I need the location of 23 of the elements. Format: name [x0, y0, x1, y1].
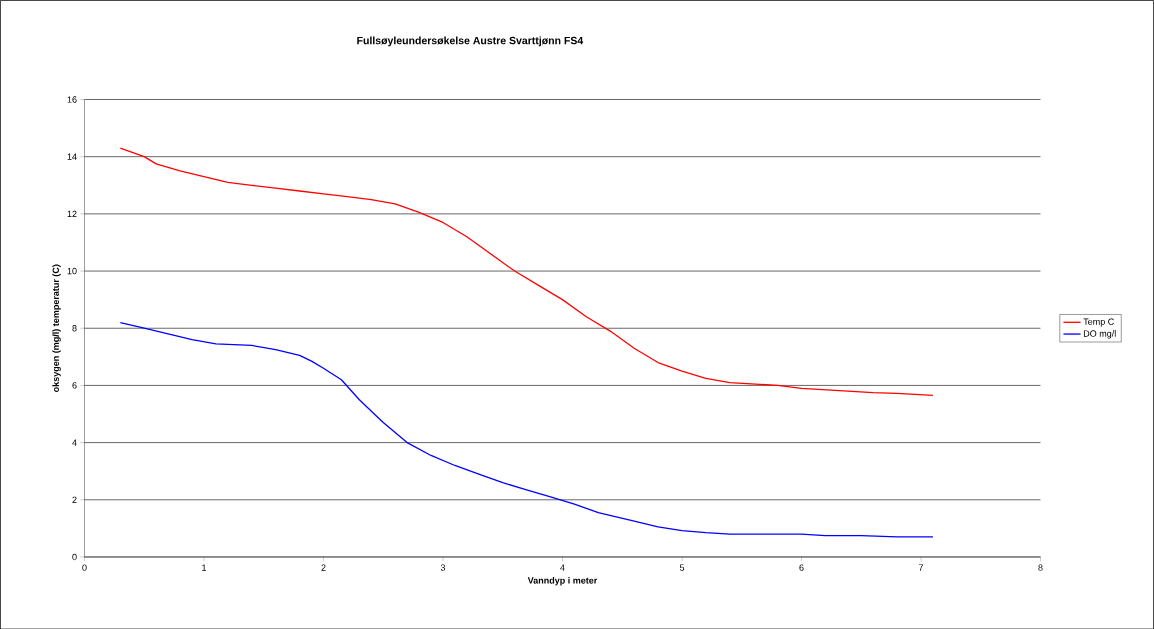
- y-tick-label: 0: [72, 553, 77, 560]
- y-tick-label: 6: [72, 382, 77, 389]
- x-axis-title: Vanndyp i meter: [527, 576, 598, 586]
- y-tick-label: 12: [67, 210, 77, 217]
- x-tick-label: 7: [918, 564, 924, 571]
- y-tick-label: 14: [67, 153, 77, 160]
- y-tick-label: 10: [67, 267, 77, 275]
- chart-title: Fullsøyleundersøkelse Austre Svarttjønn FS4: [357, 36, 584, 47]
- x-tick-label: 0: [82, 564, 87, 571]
- x-tick-label: 5: [679, 564, 685, 571]
- y-tick-label: 4: [72, 439, 77, 446]
- x-tick-label: 2: [321, 564, 326, 571]
- y-tick-label: 16: [67, 96, 77, 103]
- legend-label: DO mg/l: [1083, 329, 1116, 339]
- y-axis-title: oksygen (mg/l) temperatur (C): [52, 264, 61, 392]
- x-tick-label: 1: [202, 564, 207, 571]
- x-tick-label: 8: [1038, 564, 1043, 571]
- x-tick-label: 6: [799, 564, 804, 571]
- x-tick-label: 3: [440, 564, 446, 571]
- y-tick-label: 8: [72, 324, 77, 332]
- x-tick-label: 4: [560, 564, 565, 571]
- y-tick-label: 2: [72, 496, 77, 503]
- legend-label: Temp C: [1083, 318, 1114, 327]
